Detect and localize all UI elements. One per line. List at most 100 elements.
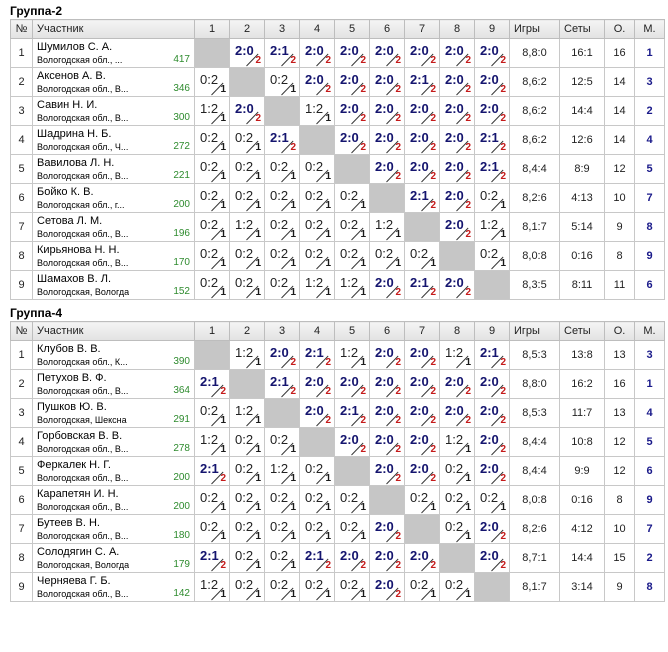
match-result-cell[interactable]: 1:2 1 [334, 270, 370, 300]
participant-name[interactable]: Пушков Ю. В. [37, 401, 107, 413]
match-result-cell[interactable]: 0:2 1 [264, 427, 300, 457]
match-result-cell[interactable]: 2:0 2 [439, 398, 475, 428]
match-result-cell[interactable]: 0:2 1 [299, 456, 335, 486]
match-result-cell[interactable]: 2:1 2 [299, 340, 335, 370]
match-result-cell[interactable]: 0:2 1 [229, 514, 265, 544]
match-result-cell[interactable]: 2:0 2 [404, 543, 440, 573]
match-result-cell[interactable]: 2:0 2 [299, 38, 335, 68]
match-result-cell[interactable]: 0:2 1 [264, 212, 300, 242]
match-result-cell[interactable]: 2:0 2 [369, 96, 405, 126]
match-result-cell[interactable]: 0:2 1 [334, 241, 370, 271]
match-result-cell[interactable]: 2:1 2 [474, 125, 510, 155]
match-result-cell[interactable]: 2:0 2 [229, 96, 265, 126]
match-result-cell[interactable]: 2:0 2 [369, 154, 405, 184]
match-result-cell[interactable]: 1:2 1 [194, 572, 230, 602]
match-result-cell[interactable]: 0:2 1 [439, 572, 475, 602]
match-result-cell[interactable]: 0:2 1 [194, 270, 230, 300]
match-result-cell[interactable]: 0:2 1 [229, 183, 265, 213]
match-result-cell[interactable]: 1:2 1 [264, 456, 300, 486]
match-result-cell[interactable]: 2:0 2 [404, 456, 440, 486]
match-result-cell[interactable]: 2:0 2 [404, 154, 440, 184]
match-result-cell[interactable]: 1:2 1 [439, 427, 475, 457]
match-result-cell[interactable]: 2:0 2 [474, 398, 510, 428]
match-result-cell[interactable]: 0:2 1 [439, 485, 475, 515]
participant-name[interactable]: Черняева Г. Б. [37, 575, 111, 587]
participant-name[interactable]: Сетова Л. М. [37, 215, 103, 227]
match-result-cell[interactable]: 0:2 1 [229, 456, 265, 486]
participant-name[interactable]: Аксенов А. В. [37, 70, 106, 82]
match-result-cell[interactable]: 2:1 2 [299, 543, 335, 573]
match-result-cell[interactable]: 0:2 1 [194, 485, 230, 515]
match-result-cell[interactable]: 0:2 1 [299, 212, 335, 242]
match-result-cell[interactable]: 0:2 1 [334, 514, 370, 544]
participant-name[interactable]: Петухов В. Ф. [37, 372, 107, 384]
match-result-cell[interactable]: 0:2 1 [229, 543, 265, 573]
match-result-cell[interactable]: 2:0 2 [439, 154, 475, 184]
match-result-cell[interactable]: 0:2 1 [404, 241, 440, 271]
participant-name[interactable]: Бойко К. В. [37, 186, 94, 198]
match-result-cell[interactable]: 2:0 2 [334, 38, 370, 68]
match-result-cell[interactable]: 0:2 1 [299, 485, 335, 515]
participant-name[interactable]: Шумилов С. А. [37, 41, 113, 53]
match-result-cell[interactable]: 2:0 2 [474, 96, 510, 126]
match-result-cell[interactable]: 0:2 1 [264, 67, 300, 97]
match-result-cell[interactable]: 0:2 1 [474, 241, 510, 271]
match-result-cell[interactable]: 2:0 2 [334, 125, 370, 155]
match-result-cell[interactable]: 0:2 1 [439, 456, 475, 486]
match-result-cell[interactable]: 2:1 2 [194, 369, 230, 399]
match-result-cell[interactable]: 2:0 2 [404, 340, 440, 370]
match-result-cell[interactable]: 2:1 2 [334, 398, 370, 428]
match-result-cell[interactable]: 1:2 1 [299, 270, 335, 300]
match-result-cell[interactable]: 1:2 1 [194, 427, 230, 457]
match-result-cell[interactable]: 2:0 2 [474, 543, 510, 573]
match-result-cell[interactable]: 0:2 1 [264, 241, 300, 271]
match-result-cell[interactable]: 2:0 2 [334, 67, 370, 97]
match-result-cell[interactable]: 2:0 2 [474, 427, 510, 457]
match-result-cell[interactable]: 2:0 2 [404, 369, 440, 399]
match-result-cell[interactable]: 2:0 2 [439, 125, 475, 155]
match-result-cell[interactable]: 0:2 1 [194, 212, 230, 242]
match-result-cell[interactable]: 2:0 2 [369, 270, 405, 300]
match-result-cell[interactable]: 0:2 1 [229, 154, 265, 184]
match-result-cell[interactable]: 2:1 2 [474, 154, 510, 184]
participant-name[interactable]: Вавилова Л. Н. [37, 157, 115, 169]
match-result-cell[interactable]: 0:2 1 [229, 125, 265, 155]
match-result-cell[interactable]: 2:1 2 [194, 456, 230, 486]
participant-name[interactable]: Савин Н. И. [37, 99, 98, 111]
match-result-cell[interactable]: 0:2 1 [369, 241, 405, 271]
match-result-cell[interactable]: 2:0 2 [369, 398, 405, 428]
match-result-cell[interactable]: 2:0 2 [439, 212, 475, 242]
match-result-cell[interactable]: 2:0 2 [369, 427, 405, 457]
match-result-cell[interactable]: 2:0 2 [334, 96, 370, 126]
match-result-cell[interactable]: 2:1 2 [404, 183, 440, 213]
match-result-cell[interactable]: 2:0 2 [474, 38, 510, 68]
match-result-cell[interactable]: 2:0 2 [369, 572, 405, 602]
match-result-cell[interactable]: 0:2 1 [264, 514, 300, 544]
match-result-cell[interactable]: 0:2 1 [229, 427, 265, 457]
match-result-cell[interactable]: 0:2 1 [474, 485, 510, 515]
match-result-cell[interactable]: 2:0 2 [369, 340, 405, 370]
match-result-cell[interactable]: 2:0 2 [334, 369, 370, 399]
match-result-cell[interactable]: 2:0 2 [474, 369, 510, 399]
match-result-cell[interactable]: 1:2 1 [194, 96, 230, 126]
match-result-cell[interactable]: 2:1 2 [404, 67, 440, 97]
match-result-cell[interactable]: 0:2 1 [229, 572, 265, 602]
match-result-cell[interactable]: 1:2 1 [369, 212, 405, 242]
match-result-cell[interactable]: 2:1 2 [194, 543, 230, 573]
match-result-cell[interactable]: 0:2 1 [194, 125, 230, 155]
match-result-cell[interactable]: 2:0 2 [299, 369, 335, 399]
match-result-cell[interactable]: 2:1 2 [264, 369, 300, 399]
participant-name[interactable]: Горбовская В. В. [37, 430, 123, 442]
match-result-cell[interactable]: 0:2 1 [334, 572, 370, 602]
match-result-cell[interactable]: 2:0 2 [369, 369, 405, 399]
match-result-cell[interactable]: 0:2 1 [334, 183, 370, 213]
match-result-cell[interactable]: 0:2 1 [194, 154, 230, 184]
match-result-cell[interactable]: 0:2 1 [194, 398, 230, 428]
match-result-cell[interactable]: 2:0 2 [439, 183, 475, 213]
match-result-cell[interactable]: 0:2 1 [439, 514, 475, 544]
match-result-cell[interactable]: 2:0 2 [439, 67, 475, 97]
match-result-cell[interactable]: 0:2 1 [299, 183, 335, 213]
match-result-cell[interactable]: 0:2 1 [229, 485, 265, 515]
match-result-cell[interactable]: 2:0 2 [369, 456, 405, 486]
match-result-cell[interactable]: 0:2 1 [264, 485, 300, 515]
